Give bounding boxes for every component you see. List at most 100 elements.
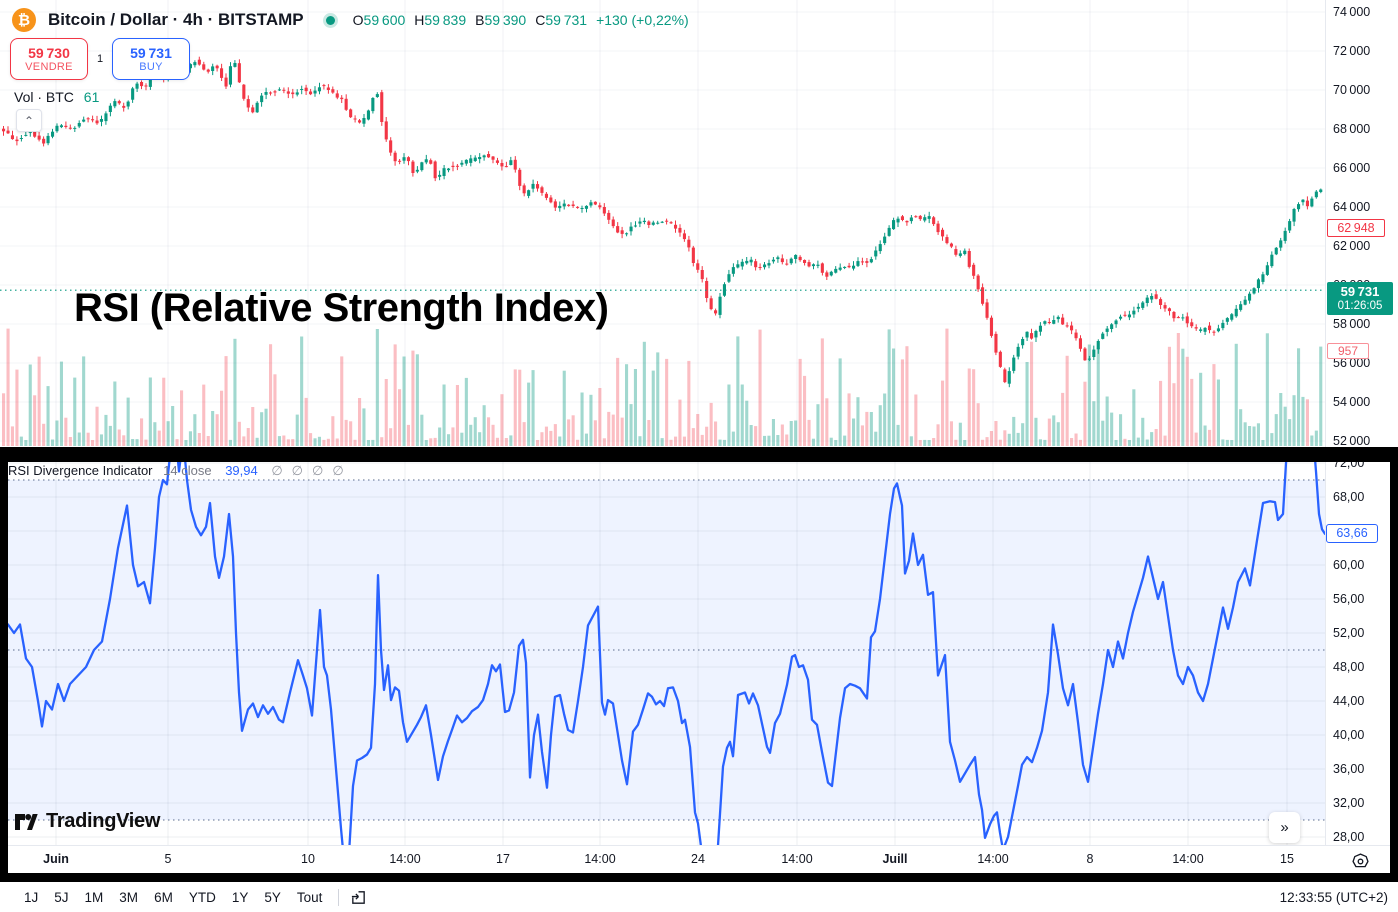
rsi-axis[interactable]: 72,00 68,00 60,00 56,00 52,00 48,00 44,00 40,00… — [1325, 462, 1390, 845]
last-price-value: 59 731 — [1340, 284, 1380, 299]
high-label: H — [414, 12, 425, 28]
close-value: 59 731 — [545, 12, 588, 28]
spread-value: 1 — [96, 53, 104, 65]
time-tick: 14:00 — [781, 852, 813, 866]
range-button-tout[interactable]: Tout — [296, 889, 323, 905]
low-value: 59 390 — [484, 12, 527, 28]
rsi-current-value: 39,94 — [225, 463, 258, 478]
frame-bottom — [0, 873, 1398, 882]
rsi-tick: 28,00 — [1333, 830, 1365, 844]
price-tick: 54 000 — [1333, 395, 1371, 409]
time-tick: 24 — [691, 852, 705, 866]
range-button-6m[interactable]: 6M — [154, 889, 173, 905]
sell-label: VENDRE — [25, 60, 73, 73]
price-tick: 72 000 — [1333, 44, 1371, 58]
sell-price: 59 730 — [28, 44, 70, 61]
alert-price-label: 62 948 — [1327, 219, 1385, 237]
go-to-date-button[interactable] — [347, 886, 369, 908]
symbol-header: ₿ Bitcoin / Dollar · 4h · BITSTAMP O59 6… — [12, 8, 689, 32]
go-to-date-icon — [351, 890, 365, 904]
tradingview-logo[interactable]: TradingView — [14, 810, 160, 833]
rsi-tick: 52,00 — [1333, 626, 1365, 640]
collapse-widget-button[interactable]: ⌃ — [16, 109, 42, 132]
time-tick: 14:00 — [977, 852, 1009, 866]
rsi-tick: 44,00 — [1333, 694, 1365, 708]
range-button-1m[interactable]: 1M — [84, 889, 104, 905]
ohlc-values: O59 600 H59 839 B59 390 C59 731 +130 (+0… — [353, 12, 689, 28]
eye-icon — [1351, 852, 1369, 867]
chevron-double-right-icon: » — [1280, 819, 1289, 836]
time-tick: 14:00 — [389, 852, 421, 866]
bar-countdown: 01:26:05 — [1337, 299, 1383, 312]
time-tick: Juill — [882, 852, 908, 866]
open-value: 59 600 — [363, 12, 406, 28]
price-tick: 66 000 — [1333, 161, 1371, 175]
symbol-title[interactable]: Bitcoin / Dollar · 4h · BITSTAMP — [48, 10, 304, 29]
price-tick: 64 000 — [1333, 200, 1371, 214]
price-tick: 58 000 — [1333, 317, 1371, 331]
range-selector: 1J 5J 1M 3M 6M YTD 1Y 5Y Tout — [16, 887, 330, 908]
sell-button[interactable]: 59 730 VENDRE — [10, 38, 88, 80]
eye-button[interactable] — [1348, 849, 1372, 873]
rsi-tick: 68,00 — [1333, 490, 1365, 504]
rsi-hidden-values-icons: ∅∅∅∅ — [271, 463, 353, 478]
change-value: +130 (+0,22%) — [596, 12, 689, 28]
range-button-5y[interactable]: 5Y — [264, 889, 281, 905]
time-axis[interactable]: Juin 5 10 14:00 17 14:00 24 14:00 Juill 14:00 8 14:… — [0, 845, 1398, 873]
candlestick-chart[interactable] — [0, 0, 1325, 447]
rsi-line-chart[interactable] — [8, 462, 1325, 845]
rsi-tick: 32,00 — [1333, 796, 1365, 810]
buy-price: 59 731 — [130, 44, 172, 61]
price-axis[interactable]: 62 948 59 731 01:26:05 957 74 000 72 000 7… — [1325, 0, 1398, 448]
toolbar-divider — [338, 888, 340, 906]
buy-label: BUY — [139, 60, 163, 73]
volume-legend: Vol · BTC 61 — [14, 89, 99, 105]
time-tick: 8 — [1086, 852, 1094, 866]
rsi-tick: 72,00 — [1333, 462, 1365, 470]
tradingview-logo-icon — [15, 813, 38, 830]
price-tick: 70 000 — [1333, 83, 1371, 97]
range-button-5j[interactable]: 5J — [54, 889, 69, 905]
time-tick: Juin — [43, 852, 69, 866]
bitcoin-icon: ₿ — [12, 8, 36, 32]
rsi-legend: RSI Divergence Indicator 14 close 39,94 … — [8, 463, 353, 479]
low-label: B — [475, 12, 485, 28]
clock[interactable]: 12:33:55 (UTC+2) — [1279, 889, 1388, 905]
last-price-label: 59 731 01:26:05 — [1327, 282, 1393, 316]
time-tick: 5 — [164, 852, 172, 866]
close-label: C — [535, 12, 546, 28]
frame-left — [0, 447, 8, 882]
range-button-3m[interactable]: 3M — [119, 889, 139, 905]
rsi-tick: 36,00 — [1333, 762, 1365, 776]
time-tick: 14:00 — [1172, 852, 1204, 866]
tradingview-wordmark: TradingView — [46, 810, 161, 832]
price-tick: 56 000 — [1333, 356, 1371, 370]
volume-axis-label: 957 — [1327, 343, 1369, 359]
time-tick: 10 — [301, 852, 315, 866]
price-tick: 68 000 — [1333, 122, 1371, 136]
time-tick: 14:00 — [584, 852, 616, 866]
trade-widget: 59 730 VENDRE 1 59 731 BUY — [10, 38, 190, 80]
buy-button[interactable]: 59 731 BUY — [112, 38, 190, 80]
range-button-ytd[interactable]: YTD — [188, 889, 216, 905]
expand-pane-button[interactable]: » — [1269, 812, 1300, 843]
chevron-up-icon: ⌃ — [23, 113, 35, 128]
open-label: O — [352, 12, 364, 28]
range-button-1y[interactable]: 1Y — [231, 889, 249, 905]
price-chart-pane[interactable]: ₿ Bitcoin / Dollar · 4h · BITSTAMP O59 6… — [0, 0, 1398, 448]
rsi-indicator-pane[interactable]: RSI Divergence Indicator 14 close 39,94 … — [0, 462, 1398, 845]
price-tick: 52 000 — [1333, 434, 1371, 448]
market-status-dot-icon — [325, 15, 335, 25]
rsi-indicator-title[interactable]: RSI Divergence Indicator — [8, 463, 153, 478]
range-button-1j[interactable]: 1J — [24, 889, 39, 905]
rsi-tick: 60,00 — [1333, 558, 1365, 572]
price-tick: 62 000 — [1333, 239, 1371, 253]
frame-top — [0, 447, 1398, 462]
rsi-tick: 56,00 — [1333, 592, 1365, 606]
overlay-title: RSI (Relative Strength Index) — [74, 286, 609, 330]
volume-label: Vol · BTC — [14, 89, 74, 105]
time-tick: 15 — [1280, 852, 1294, 866]
rsi-tick: 40,00 — [1333, 728, 1365, 742]
rsi-last-value-label: 63,66 — [1326, 523, 1378, 543]
